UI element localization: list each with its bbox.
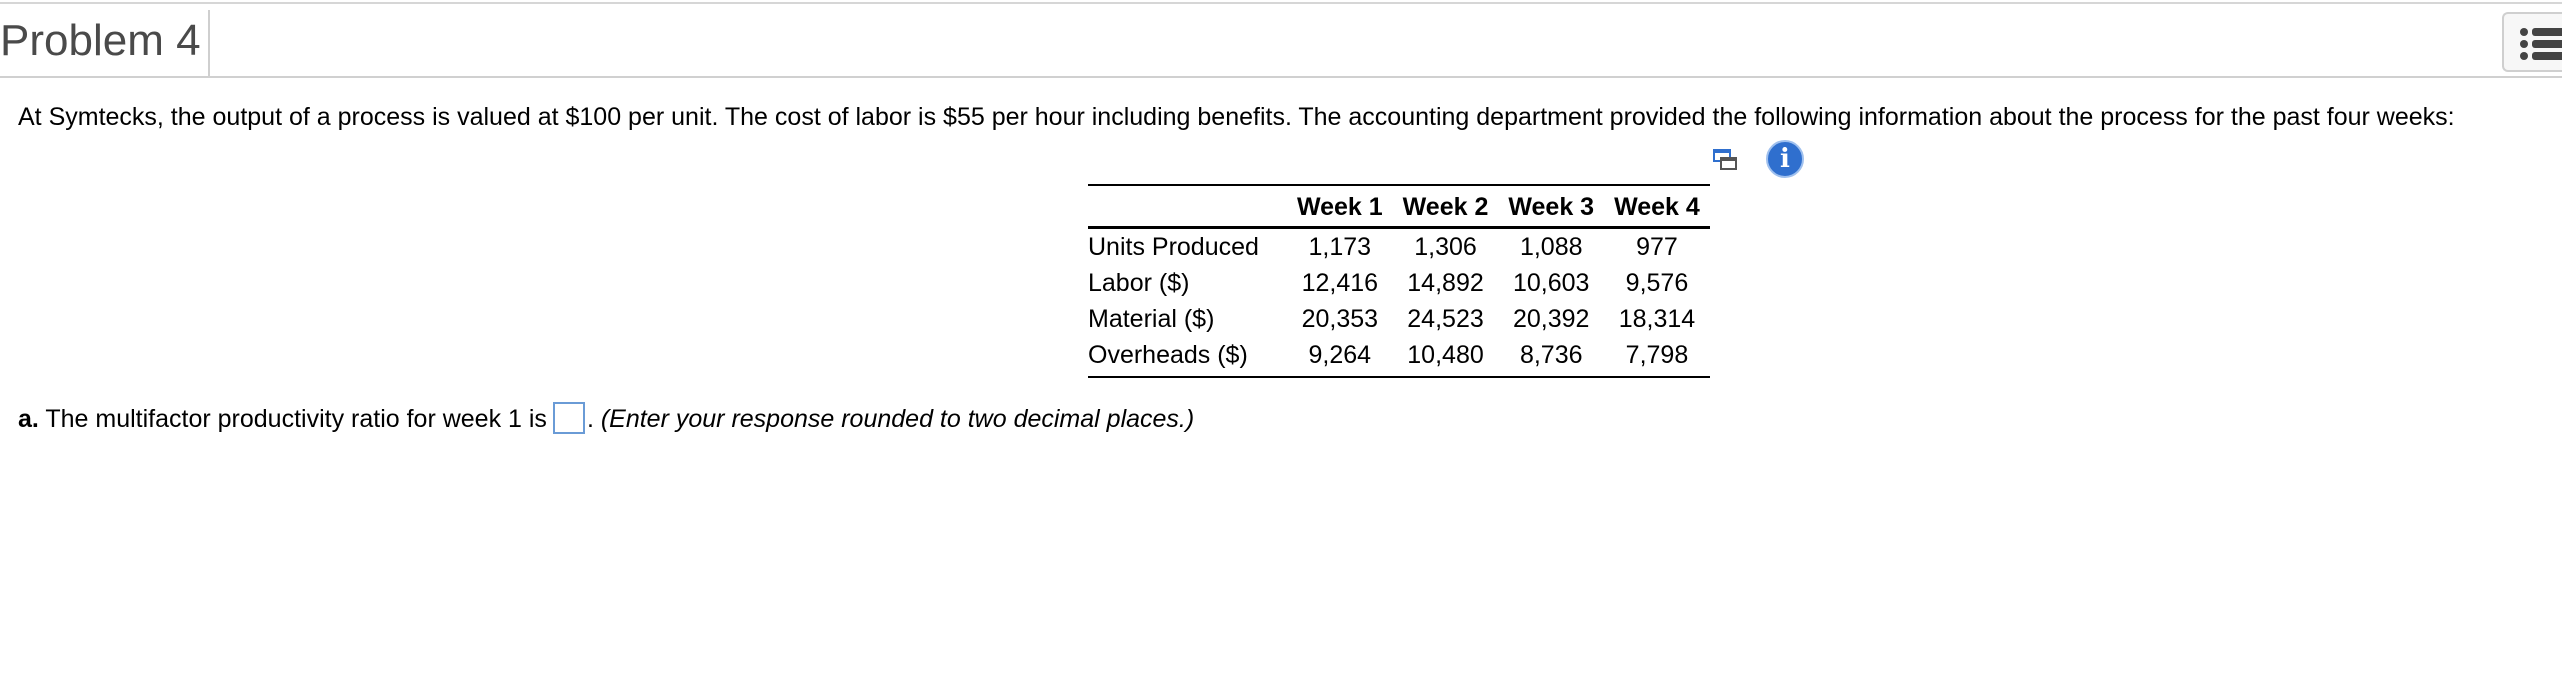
- table-cell: 8,736: [1519, 341, 1583, 369]
- table-cell: 7,798: [1625, 341, 1689, 369]
- table-row: Material ($) 20,353 24,523 20,392 18,314: [1088, 301, 1710, 337]
- column-header-week-1: Week 1: [1296, 193, 1383, 221]
- answer-hint: (Enter your response rounded to two deci…: [593, 405, 1195, 433]
- row-label: Labor ($): [1088, 269, 1190, 297]
- question-a: a. The multifactor productivity ratio fo…: [18, 401, 1194, 437]
- column-header-week-2: Week 2: [1402, 193, 1489, 221]
- weekly-data-table: Week 1 Week 2 Week 3 Week 4 Units Produc…: [1088, 184, 1710, 378]
- table-row: Labor ($) 12,416 14,892 10,603 9,576: [1088, 265, 1710, 301]
- table-cell: 9,264: [1308, 341, 1372, 369]
- column-header-week-3: Week 3: [1508, 193, 1595, 221]
- table-row: Overheads ($) 9,264 10,480 8,736 7,798: [1088, 337, 1710, 377]
- table-cell: 18,314: [1618, 305, 1696, 333]
- table-tools: i: [1708, 140, 1808, 180]
- table-cell: 1,173: [1308, 233, 1372, 261]
- table-cell: 977: [1636, 233, 1678, 261]
- info-icon[interactable]: i: [1766, 140, 1804, 178]
- page-title: Problem 4: [0, 16, 201, 65]
- table-cell: 20,392: [1513, 305, 1590, 333]
- copy-to-spreadsheet-icon[interactable]: [1712, 148, 1738, 172]
- table-cell: 20,353: [1301, 305, 1379, 333]
- question-part-label: a.: [18, 405, 39, 433]
- answer-input[interactable]: [552, 402, 585, 435]
- problem-statement: At Symtecks, the output of a process is …: [18, 103, 2455, 131]
- page-header: Problem 4: [0, 4, 2562, 78]
- table-cell: 12,416: [1301, 269, 1379, 297]
- column-header-week-4: Week 4: [1614, 193, 1700, 221]
- table-header-row: Week 1 Week 2 Week 3 Week 4: [1088, 185, 1710, 228]
- question-text: The multifactor productivity ratio for w…: [38, 405, 547, 433]
- table-cell: 10,603: [1513, 269, 1590, 297]
- table-cell: 1,088: [1519, 233, 1583, 261]
- title-divider: [208, 10, 210, 76]
- top-border: [0, 2, 2562, 4]
- row-label: Overheads ($): [1088, 341, 1248, 369]
- table-cell: 24,523: [1407, 305, 1484, 333]
- table-cell: 1,306: [1414, 233, 1477, 261]
- table-cell: 10,480: [1407, 341, 1484, 369]
- column-header-blank: [1088, 185, 1287, 228]
- list-menu-button[interactable]: [2502, 12, 2562, 72]
- row-label: Units Produced: [1088, 233, 1259, 261]
- question-period: .: [586, 405, 594, 433]
- table-row: Units Produced 1,173 1,306 1,088 977: [1088, 228, 1710, 266]
- row-label: Material ($): [1088, 305, 1215, 333]
- table-cell: 14,892: [1407, 269, 1484, 297]
- table-cell: 9,576: [1625, 269, 1689, 297]
